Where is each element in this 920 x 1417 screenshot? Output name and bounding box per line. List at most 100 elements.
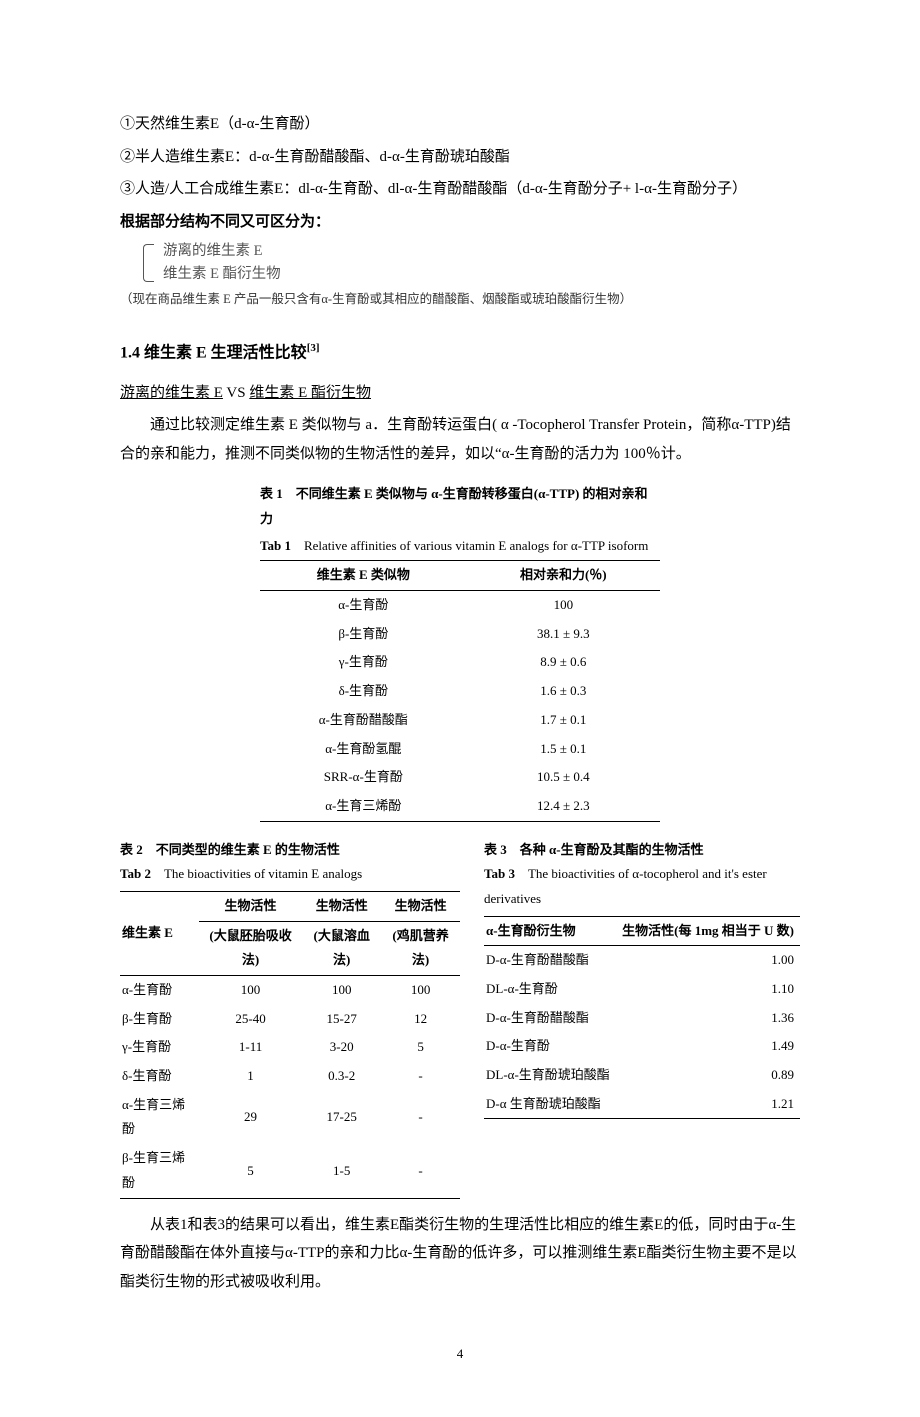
t2-cell: 0.3-2 xyxy=(302,1062,381,1091)
t2-cell: 17-25 xyxy=(302,1091,381,1144)
table-2-title-en-text: The bioactivities of vitamin E analogs xyxy=(151,866,362,881)
table-3-title-en-text: The bioactivities of α-tocopherol and it… xyxy=(484,866,767,906)
table-row: α-生育酚100100100 xyxy=(120,976,460,1005)
t2-cell: 1 xyxy=(199,1062,302,1091)
t3-cell: 1.10 xyxy=(616,975,800,1004)
t3-h2: 生物活性(每 1mg 相当于 U 数) xyxy=(616,916,800,946)
t2-cell: - xyxy=(381,1062,460,1091)
conclusion-paragraph: 从表1和表3的结果可以看出，维生素E酯类衍生物的生理活性比相应的维生素E的低，同… xyxy=(120,1211,800,1297)
t1-cell: 10.5 ± 0.4 xyxy=(467,763,660,792)
t2-cell: 5 xyxy=(199,1144,302,1198)
table-row: α-生育三烯酚12.4 ± 2.3 xyxy=(260,792,660,821)
t1-cell: 1.5 ± 0.1 xyxy=(467,735,660,764)
t2-h2b: (大鼠胚胎吸收法) xyxy=(199,921,302,975)
table-row: γ-生育酚1-113-205 xyxy=(120,1033,460,1062)
table-1-title-zh: 表 1 不同维生素 E 类似物与 α-生育酚转移蛋白(α-TTP) 的相对亲和力 xyxy=(260,482,660,531)
table-row: α-生育酚氢醌1.5 ± 0.1 xyxy=(260,735,660,764)
t2-h2a: 生物活性 xyxy=(199,891,302,921)
vs-right: 维生素 E 酯衍生物 xyxy=(249,385,371,401)
bracket-list: 游离的维生素 E 维生素 E 酯衍生物 xyxy=(125,240,800,286)
table-3-block: 表 3 各种 α-生育酚及其酯的生物活性 Tab 3 The bioactivi… xyxy=(484,838,800,1120)
table-2: 维生素 E 生物活性 生物活性 生物活性 (大鼠胚胎吸收法) (大鼠溶血法) (… xyxy=(120,891,460,1199)
t3-cell: D-α-生育酚 xyxy=(484,1032,616,1061)
table-row: D-α-生育酚醋酸酯1.00 xyxy=(484,946,800,975)
t1-cell: β-生育酚 xyxy=(260,620,467,649)
t1-cell: α-生育酚氢醌 xyxy=(260,735,467,764)
page-number: 4 xyxy=(120,1342,800,1367)
t1-cell: α-生育酚醋酸酯 xyxy=(260,706,467,735)
table-row: DL-α-生育酚琥珀酸酯0.89 xyxy=(484,1061,800,1090)
t2-h1: 维生素 E xyxy=(120,891,199,975)
t2-cell: 3-20 xyxy=(302,1033,381,1062)
t2-cell: α-生育三烯酚 xyxy=(120,1091,199,1144)
t3-cell: 0.89 xyxy=(616,1061,800,1090)
t2-cell: β-生育酚 xyxy=(120,1005,199,1034)
t2-cell: 12 xyxy=(381,1005,460,1034)
t2-h3b: (大鼠溶血法) xyxy=(302,921,381,975)
t3-cell: DL-α-生育酚琥珀酸酯 xyxy=(484,1061,616,1090)
table-row: β-生育酚38.1 ± 9.3 xyxy=(260,620,660,649)
table-row: α-生育酚100 xyxy=(260,591,660,620)
table-1-title-en-text: Relative affinities of various vitamin E… xyxy=(291,538,648,553)
t3-cell: DL-α-生育酚 xyxy=(484,975,616,1004)
table-row: SRR-α-生育酚10.5 ± 0.4 xyxy=(260,763,660,792)
t1-cell: α-生育三烯酚 xyxy=(260,792,467,821)
section-heading-1-4: 1.4 维生素 E 生理活性比较[3] xyxy=(120,338,800,369)
t3-cell: 1.00 xyxy=(616,946,800,975)
t1-cell: 38.1 ± 9.3 xyxy=(467,620,660,649)
t2-cell: γ-生育酚 xyxy=(120,1033,199,1062)
t1-cell: α-生育酚 xyxy=(260,591,467,620)
table-2-title-en: Tab 2 The bioactivities of vitamin E ana… xyxy=(120,862,460,887)
t3-cell: D-α 生育酚琥珀酸酯 xyxy=(484,1090,616,1119)
table-3-title-en: Tab 3 The bioactivities of α-tocopherol … xyxy=(484,862,800,911)
table-row: α-生育三烯酚2917-25- xyxy=(120,1091,460,1144)
subsection-vs: 游离的维生素 E VS 维生素 E 酯衍生物 xyxy=(120,379,800,408)
table-row: DL-α-生育酚1.10 xyxy=(484,975,800,1004)
t2-cell: - xyxy=(381,1144,460,1198)
list-item-2: ②半人造维生素E：d-α-生育酚醋酸酯、d-α-生育酚琥珀酸酯 xyxy=(120,143,800,172)
table-row: δ-生育酚1.6 ± 0.3 xyxy=(260,677,660,706)
t1-cell: δ-生育酚 xyxy=(260,677,467,706)
list-item-1: ①天然维生素E（d-α-生育酚） xyxy=(120,110,800,139)
t3-h1: α-生育酚衍生物 xyxy=(484,916,616,946)
t2-cell: 5 xyxy=(381,1033,460,1062)
table-1-block: 表 1 不同维生素 E 类似物与 α-生育酚转移蛋白(α-TTP) 的相对亲和力… xyxy=(260,482,660,821)
tables-2-3-row: 表 2 不同类型的维生素 E 的生物活性 Tab 2 The bioactivi… xyxy=(120,838,800,1199)
t2-h4a: 生物活性 xyxy=(381,891,460,921)
bracket-item-2: 维生素 E 酯衍生物 xyxy=(163,263,800,286)
vs-left: 游离的维生素 E xyxy=(120,385,223,401)
table-row: δ-生育酚10.3-2- xyxy=(120,1062,460,1091)
reference-3: [3] xyxy=(307,342,320,354)
footnote-products: （现在商品维生素 E 产品一般只含有α-生育酚或其相应的醋酸酯、烟酸酯或琥珀酸酯… xyxy=(120,288,800,312)
t2-cell: β-生育三烯酚 xyxy=(120,1144,199,1198)
table-3-title-zh: 表 3 各种 α-生育酚及其酯的生物活性 xyxy=(484,838,800,863)
t2-cell: 29 xyxy=(199,1091,302,1144)
t2-cell: δ-生育酚 xyxy=(120,1062,199,1091)
table-2-block: 表 2 不同类型的维生素 E 的生物活性 Tab 2 The bioactivi… xyxy=(120,838,460,1199)
section-title-text: 1.4 维生素 E 生理活性比较 xyxy=(120,344,307,361)
paragraph-affinity: 通过比较测定维生素 E 类似物与 a．生育酚转运蛋白( α -Tocophero… xyxy=(120,411,800,468)
t3-cell: 1.36 xyxy=(616,1004,800,1033)
t1-h2: 相对亲和力(％) xyxy=(467,561,660,591)
table-3: α-生育酚衍生物 生物活性(每 1mg 相当于 U 数) D-α-生育酚醋酸酯1… xyxy=(484,916,800,1120)
table-1-title-en: Tab 1 Relative affinities of various vit… xyxy=(260,534,660,559)
t3-cell: D-α-生育酚醋酸酯 xyxy=(484,946,616,975)
t2-cell: 15-27 xyxy=(302,1005,381,1034)
t1-cell: 100 xyxy=(467,591,660,620)
bracket-item-1: 游离的维生素 E xyxy=(163,240,800,263)
table-row: α-生育酚醋酸酯1.7 ± 0.1 xyxy=(260,706,660,735)
list-item-3: ③人造/人工合成维生素E：dl-α-生育酚、dl-α-生育酚醋酸酯（d-α-生育… xyxy=(120,175,800,204)
t2-cell: 1-5 xyxy=(302,1144,381,1198)
table-2-tab-label: Tab 2 xyxy=(120,866,151,881)
t2-cell: 100 xyxy=(381,976,460,1005)
table-row: D-α-生育酚1.49 xyxy=(484,1032,800,1061)
table-row: γ-生育酚8.9 ± 0.6 xyxy=(260,648,660,677)
t2-cell: 25-40 xyxy=(199,1005,302,1034)
table-row: β-生育三烯酚51-5- xyxy=(120,1144,460,1198)
t3-cell: 1.21 xyxy=(616,1090,800,1119)
vs-sep: VS xyxy=(223,385,249,401)
t3-cell: 1.49 xyxy=(616,1032,800,1061)
t2-cell: 1-11 xyxy=(199,1033,302,1062)
table-2-title-zh: 表 2 不同类型的维生素 E 的生物活性 xyxy=(120,838,460,863)
table-row: D-α 生育酚琥珀酸酯1.21 xyxy=(484,1090,800,1119)
